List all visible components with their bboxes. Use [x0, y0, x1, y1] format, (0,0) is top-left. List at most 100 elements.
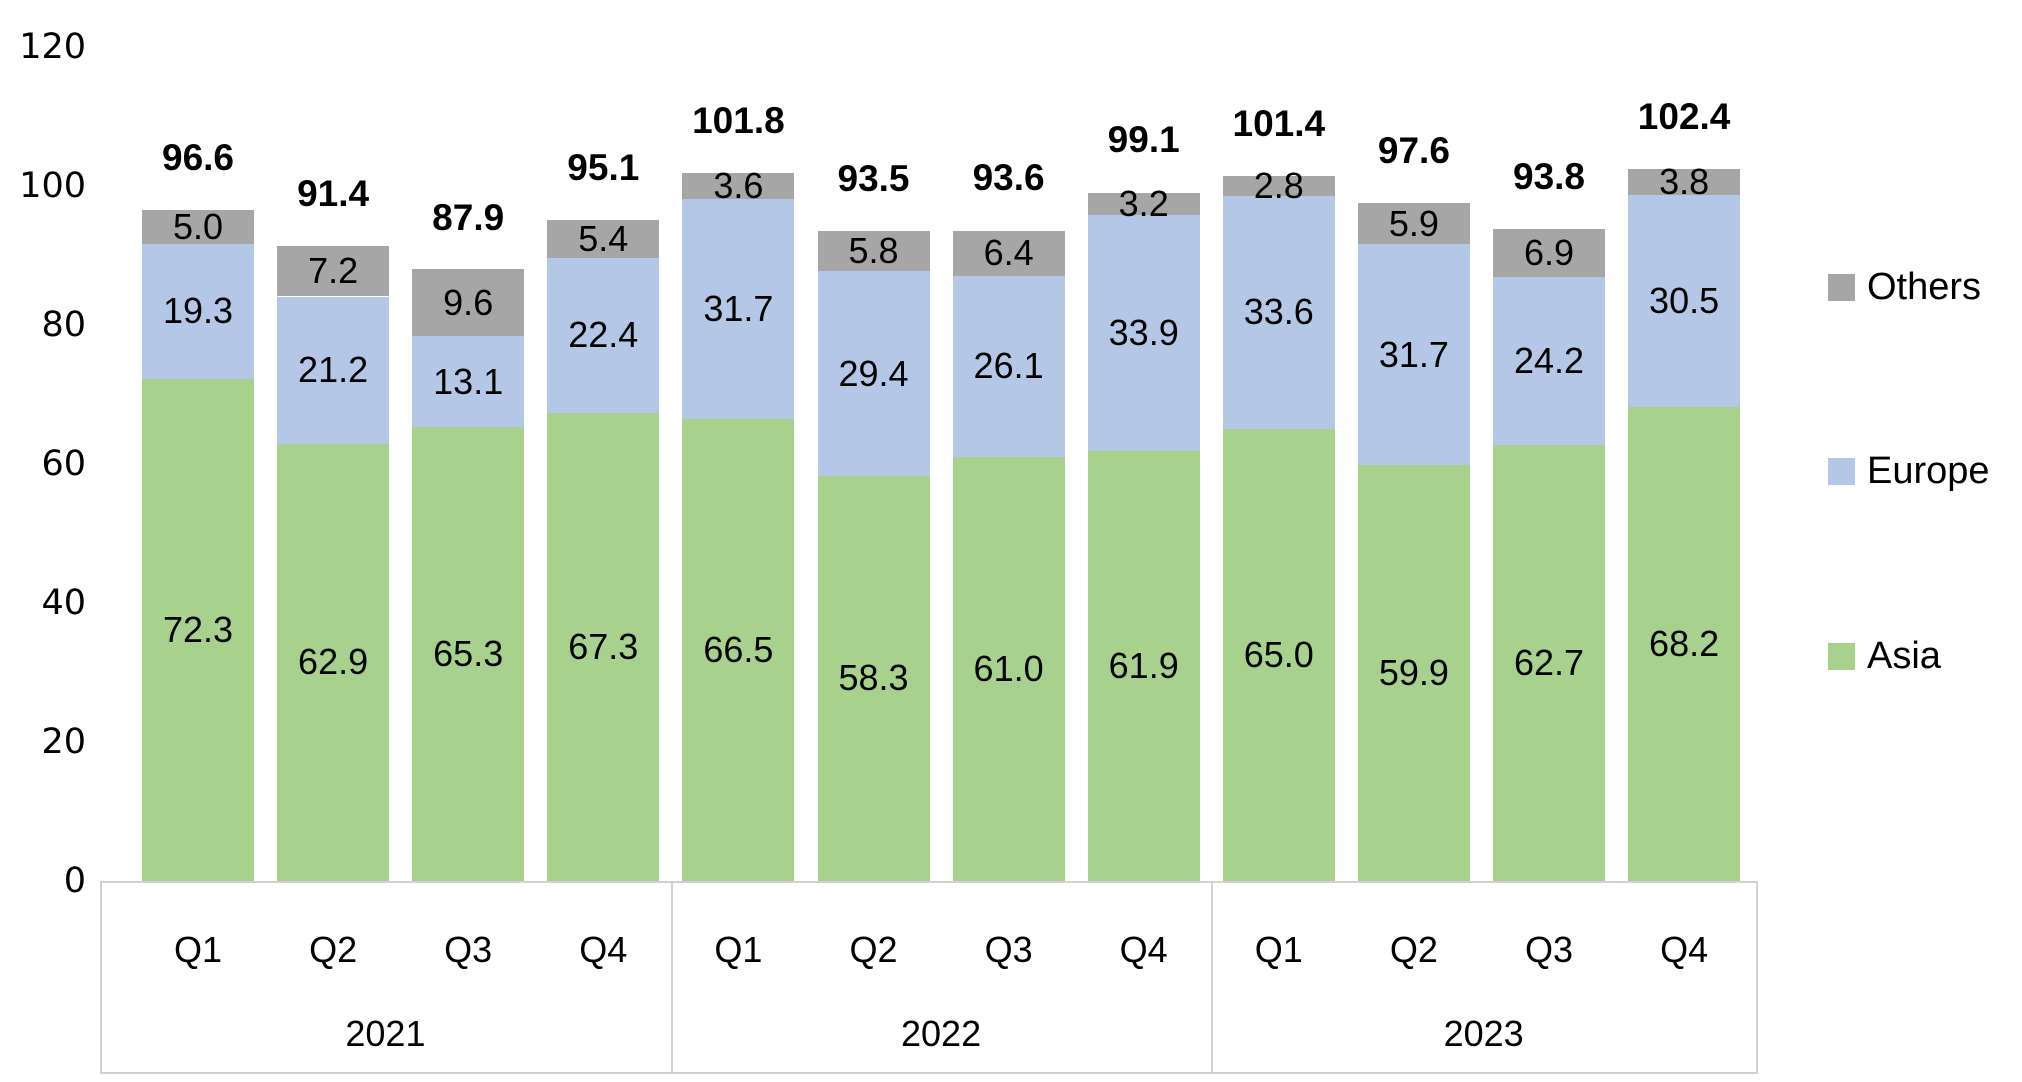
segment-value-label: 61.0	[973, 648, 1044, 690]
bar-segment-others	[277, 246, 390, 297]
bar-segment-others	[1357, 203, 1470, 245]
segment-value-label: 19.3	[162, 290, 234, 332]
legend-label: Asia	[1867, 635, 1941, 677]
legend-swatch-asia-icon	[1828, 643, 1855, 670]
segment-value-label: 33.9	[1108, 311, 1179, 353]
bar-segment-asia	[1357, 464, 1470, 881]
segment-value-label: 5.4	[578, 217, 629, 259]
legend-label: Europe	[1867, 450, 1990, 492]
bar-segment-europe	[682, 198, 795, 419]
bar-total-label: 101.8	[692, 100, 785, 142]
legend-swatch-europe-icon	[1828, 458, 1855, 485]
bar-segment-europe	[1357, 244, 1470, 465]
year-group-divider	[1211, 881, 1214, 1072]
bar-segment-others	[412, 269, 525, 337]
segment-value-label: 21.2	[298, 349, 369, 391]
bar-segment-others	[1087, 192, 1200, 216]
x-axis-quarter-label: Q1	[173, 929, 223, 970]
segment-value-label: 62.7	[1513, 642, 1585, 684]
bar-segment-asia	[1493, 445, 1605, 881]
y-axis-tick-label: 40	[41, 583, 86, 623]
x-axis-quarter-label: Q2	[1389, 929, 1438, 970]
bar-segment-europe	[277, 296, 390, 444]
segment-value-label: 31.7	[1378, 333, 1449, 375]
bar-segment-asia	[1628, 407, 1741, 881]
segment-value-label: 9.6	[443, 281, 494, 323]
segment-value-label: 29.4	[838, 352, 909, 394]
bar-segment-others	[1493, 229, 1605, 278]
segment-value-label: 67.3	[568, 626, 639, 668]
bar-segment-europe	[1222, 195, 1335, 430]
segment-value-label: 5.9	[1388, 202, 1439, 244]
legend-item-others: Others	[1828, 266, 1981, 309]
y-axis-tick-label: 100	[19, 166, 86, 206]
bar-total-label: 95.1	[567, 147, 640, 189]
bar-segment-asia	[142, 378, 254, 881]
x-axis-quarter-label: Q1	[714, 929, 763, 970]
x-axis-quarter-label: Q2	[849, 929, 898, 970]
bar-segment-asia	[1087, 450, 1200, 881]
bar-total-label: 99.1	[1107, 119, 1180, 161]
year-group-divider	[670, 881, 673, 1072]
bar-segment-others	[142, 209, 254, 245]
bar-segment-asia	[952, 457, 1065, 881]
axis-table-bottom-border	[100, 1072, 1756, 1074]
x-axis-quarter-label: Q4	[579, 929, 628, 970]
x-axis-quarter-label: Q3	[444, 929, 493, 970]
segment-value-label: 6.4	[983, 232, 1034, 274]
bar-segment-europe	[1493, 277, 1605, 446]
y-axis-tick-label: 80	[41, 305, 86, 345]
axis-table-right-border	[1756, 881, 1758, 1074]
y-axis-tick-label: 120	[19, 27, 86, 67]
segment-value-label: 58.3	[838, 657, 909, 699]
axis-table-top-border	[100, 881, 1756, 883]
segment-value-label: 13.1	[433, 360, 504, 402]
x-axis-quarter-label: Q1	[1254, 929, 1303, 970]
y-axis-tick-label: 60	[41, 444, 86, 484]
legend-item-europe: Europe	[1828, 450, 1990, 493]
legend-item-asia: Asia	[1828, 635, 1941, 678]
segment-value-label: 72.3	[162, 608, 234, 650]
x-axis-year-label: 2021	[345, 1013, 426, 1054]
bar-segment-europe	[142, 244, 254, 379]
bar-total-label: 91.4	[297, 172, 370, 214]
bar-total-label: 93.8	[1512, 156, 1586, 198]
segment-value-label: 24.2	[1513, 340, 1585, 382]
bar-total-label: 93.5	[837, 158, 910, 200]
bar-total-label: 102.4	[1637, 96, 1731, 138]
segment-value-label: 68.2	[1649, 623, 1720, 664]
bar-total-label: 87.9	[432, 197, 505, 239]
x-axis-quarter-label: Q2	[309, 929, 358, 970]
bar-segment-others	[817, 231, 930, 272]
x-axis-quarter-label: Q3	[984, 929, 1033, 970]
segment-value-label: 33.6	[1243, 291, 1314, 333]
segment-value-label: 3.6	[713, 165, 764, 206]
y-axis-tick-label: 0	[63, 861, 86, 901]
bar-segment-others	[1628, 168, 1741, 196]
bar-segment-europe	[1628, 195, 1741, 407]
segment-value-label: 62.9	[298, 641, 369, 683]
segment-value-label: 6.9	[1523, 232, 1575, 274]
segment-value-label: 7.2	[308, 250, 359, 292]
segment-value-label: 3.2	[1118, 183, 1169, 225]
segment-value-label: 59.9	[1378, 651, 1449, 693]
bar-segment-europe	[817, 271, 930, 476]
segment-value-label: 5.8	[848, 230, 899, 272]
legend-swatch-others-icon	[1828, 274, 1855, 301]
bar-segment-asia	[682, 418, 795, 881]
segment-value-label: 2.8	[1253, 165, 1304, 206]
segment-value-label: 61.9	[1108, 644, 1179, 686]
y-axis-tick-label: 20	[41, 722, 86, 762]
segment-value-label: 30.5	[1649, 280, 1720, 322]
x-axis-year-label: 2023	[1443, 1013, 1524, 1054]
bar-segment-asia	[412, 427, 525, 881]
bar-segment-asia	[817, 475, 930, 881]
x-axis-year-label: 2022	[901, 1013, 982, 1054]
bar-total-label: 96.6	[161, 136, 235, 178]
bar-segment-europe	[412, 336, 525, 428]
bar-segment-others	[682, 173, 795, 199]
bar-segment-asia	[1222, 429, 1335, 881]
bar-segment-europe	[1087, 215, 1200, 451]
bar-total-label: 101.4	[1232, 103, 1326, 145]
